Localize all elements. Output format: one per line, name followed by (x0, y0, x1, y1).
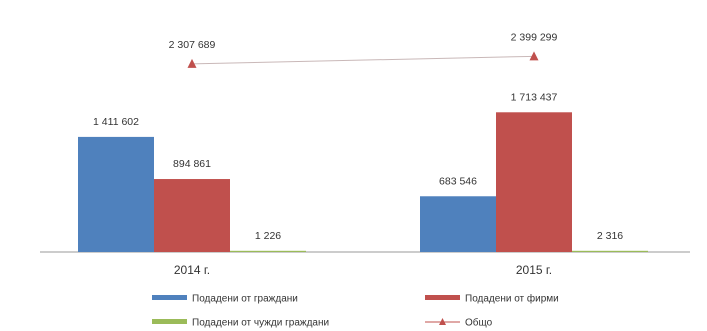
legend-label-2: Подадени от фирми (465, 293, 559, 305)
labels-group: 1 411 602 683 546 894 861 1 713 437 1 226 2 3… (93, 31, 623, 277)
data-label-series-3-1: 1 226 (255, 230, 281, 242)
data-label-series-1-2: 683 546 (439, 175, 477, 187)
data-label-series-3-2: 2 316 (597, 230, 623, 242)
total-marker-1 (187, 58, 197, 68)
bar-series-1-1 (78, 136, 154, 252)
data-label-series-2-2: 1 713 437 (511, 91, 558, 103)
bar-series-2-2 (496, 112, 572, 252)
total-marker-2 (529, 51, 539, 61)
bar-series-3-1 (230, 250, 306, 252)
legend-label-1: Подадени от граждани (192, 294, 298, 305)
legend-item-4: Общо (425, 317, 493, 329)
total-label-2: 2 399 299 (511, 31, 558, 43)
legend: Подадени от граждани Подадени от фирми Под… (152, 293, 559, 329)
category-label-1: 2014 г. (174, 263, 210, 277)
legend-item-3: Подадени от чужди граждани (152, 318, 329, 329)
bars-group (78, 112, 648, 252)
bar-series-1-2 (420, 196, 496, 252)
legend-item-1: Подадени от граждани (152, 294, 298, 305)
total-line (191, 55, 535, 65)
data-label-series-2-1: 894 861 (173, 158, 211, 170)
legend-item-2: Подадени от фирми (425, 293, 559, 305)
legend-swatch-2 (425, 295, 460, 300)
bar-series-2-1 (154, 179, 230, 252)
legend-swatch-3 (152, 319, 187, 324)
legend-swatch-1 (152, 295, 187, 300)
bar-series-3-2 (572, 250, 648, 252)
data-label-series-1-1: 1 411 602 (93, 116, 139, 128)
total-line-group (187, 51, 539, 68)
legend-label-4: Общо (465, 317, 493, 329)
legend-label-3: Подадени от чужди граждани (192, 318, 329, 329)
legend-marker (439, 318, 446, 325)
total-label-1: 2 307 689 (169, 39, 216, 51)
category-label-2: 2015 г. (516, 263, 552, 277)
